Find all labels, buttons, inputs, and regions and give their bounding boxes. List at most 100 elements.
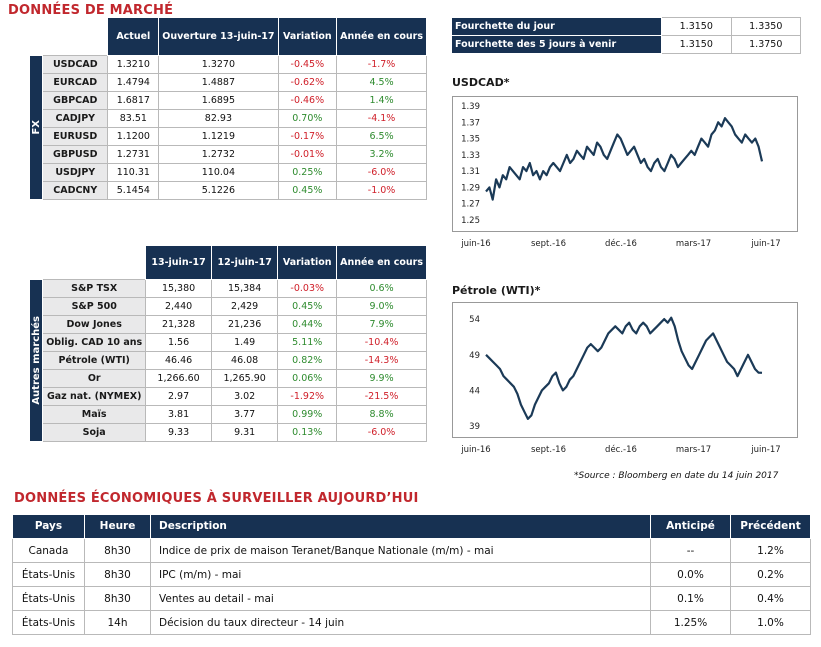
fx-actuel: 5.1454 — [107, 181, 160, 200]
eco-header-precedent: Précédent — [730, 514, 811, 539]
market-value-a: 3.81 — [145, 405, 212, 424]
fx-actuel: 1.3210 — [107, 55, 160, 74]
fx-actuel: 83.51 — [107, 109, 160, 128]
x-tick-label: juin-16 — [460, 239, 490, 248]
fx-variation: -0.17% — [277, 127, 338, 146]
market-value-a: 2,440 — [145, 297, 212, 316]
table-row: Canada 8h30 Indice de prix de maison Teran… — [12, 538, 811, 563]
fx-header-variation: Variation — [277, 17, 338, 56]
usdcad-chart: 1.39 1.37 1.35 1.33 1.31 1.29 1.27 1.25 juin-16 s… — [452, 96, 798, 248]
table-row: Fourchette du jour 1.3150 1.3350 — [451, 17, 801, 36]
market-value-b: 3.02 — [210, 387, 279, 406]
table-row: GBPCAD 1.6817 1.6895 -0.46% 1.4% — [30, 91, 427, 110]
table-row: Soja 9.33 9.31 0.13% -6.0% — [30, 423, 427, 442]
market-value-a: 9.33 — [145, 423, 212, 442]
markets-table: 13-juin-17 12-juin-17 Variation Année en… — [28, 245, 427, 442]
eco-heure: 8h30 — [84, 562, 151, 587]
table-row: GBPUSD 1.2731 1.2732 -0.01% 3.2% — [30, 145, 427, 164]
x-tick-label: juin-16 — [460, 445, 490, 454]
table-row: Dow Jones 21,328 21,236 0.44% 7.9% — [30, 315, 427, 334]
eco-precedent: 1.0% — [730, 610, 811, 635]
fx-annee: 1.4% — [336, 91, 427, 110]
eco-anticipe: -- — [650, 538, 731, 563]
y-tick-label: 1.27 — [461, 200, 480, 210]
eco-pays: Canada — [12, 538, 85, 563]
fx-pair: CADJPY — [42, 109, 109, 128]
wti-chart: 54 49 44 39 juin-16 sept.-16 déc.-16 mars-17 jui… — [452, 302, 798, 454]
y-tick-label: 1.35 — [461, 135, 480, 145]
mk-side-label: Autres marchés — [28, 279, 44, 442]
fx-pair: EURCAD — [42, 73, 109, 92]
fx-ouverture: 5.1226 — [158, 181, 279, 200]
eco-precedent: 0.2% — [730, 562, 811, 587]
y-tick-label: 1.39 — [461, 102, 480, 112]
fx-actuel: 1.4794 — [107, 73, 160, 92]
range-table: Fourchette du jour 1.3150 1.3350 Fourchette… — [451, 17, 801, 54]
y-tick-label: 1.37 — [461, 118, 480, 128]
wti-chart-title: Pétrole (WTI)* — [452, 284, 541, 297]
chart-frame — [452, 302, 798, 438]
eco-description: Indice de prix de maison Teranet/Banque … — [150, 538, 651, 563]
fx-ouverture: 1.1219 — [158, 127, 279, 146]
fx-variation: 0.25% — [277, 163, 338, 182]
market-name: Pétrole (WTI) — [42, 351, 147, 370]
y-tick-label: 1.25 — [461, 216, 480, 226]
eco-pays: États-Unis — [12, 586, 85, 611]
fx-pair: CADCNY — [42, 181, 109, 200]
market-annee: -14.3% — [336, 351, 427, 370]
fx-actuel: 110.31 — [107, 163, 160, 182]
fx-ouverture: 1.6895 — [158, 91, 279, 110]
eco-pays: États-Unis — [12, 610, 85, 635]
range-low: 1.3150 — [661, 17, 732, 36]
market-value-b: 46.08 — [210, 351, 279, 370]
eco-description: Décision du taux directeur - 14 juin — [150, 610, 651, 635]
mk-header-variation: Variation — [277, 245, 338, 280]
eco-precedent: 0.4% — [730, 586, 811, 611]
table-row: États-Unis 8h30 IPC (m/m) - mai 0.0% 0.2% — [12, 562, 811, 587]
market-annee: 7.9% — [336, 315, 427, 334]
market-value-a: 1.56 — [145, 333, 212, 352]
fx-variation: 0.45% — [277, 181, 338, 200]
y-tick-label: 44 — [469, 386, 480, 396]
market-variation: 0.13% — [277, 423, 338, 442]
fx-pair: GBPUSD — [42, 145, 109, 164]
table-row: S&P 500 2,440 2,429 0.45% 9.0% — [30, 297, 427, 316]
y-tick-label: 1.29 — [461, 183, 480, 193]
table-row: Fourchette des 5 jours à venir 1.3150 1.37… — [451, 35, 801, 54]
mk-header-date1: 13-juin-17 — [145, 245, 212, 280]
market-variation: 0.45% — [277, 297, 338, 316]
eco-header-heure: Heure — [84, 514, 151, 539]
eco-description: IPC (m/m) - mai — [150, 562, 651, 587]
market-annee: -21.5% — [336, 387, 427, 406]
y-tick-label: 1.31 — [461, 167, 480, 177]
eco-heure: 14h — [84, 610, 151, 635]
y-tick-label: 39 — [469, 422, 480, 432]
market-variation: 0.06% — [277, 369, 338, 388]
y-tick-label: 54 — [469, 315, 480, 325]
fx-table: Actuel Ouverture 13-juin-17 Variation An… — [28, 17, 427, 200]
range-low: 1.3150 — [661, 35, 732, 54]
eco-pays: États-Unis — [12, 562, 85, 587]
table-row: FX USDCAD 1.3210 1.3270 -0.45% -1.7% — [28, 55, 427, 200]
fx-actuel: 1.2731 — [107, 145, 160, 164]
fx-header-annee: Année en cours — [336, 17, 427, 56]
eco-title: DONNÉES ÉCONOMIQUES À SURVEILLER AUJOURD… — [14, 491, 419, 506]
eco-anticipe: 0.0% — [650, 562, 731, 587]
y-tick-label: 49 — [469, 351, 480, 361]
table-row: Oblig. CAD 10 ans 1.56 1.49 5.11% -10.4% — [30, 333, 427, 352]
table-row: EURCAD 1.4794 1.4887 -0.62% 4.5% — [30, 73, 427, 92]
market-annee: 8.8% — [336, 405, 427, 424]
source-note: *Source : Bloomberg en date du 14 juin 2… — [574, 471, 779, 481]
table-row: États-Unis 14h Décision du taux directeur … — [12, 610, 811, 635]
fx-variation: -0.46% — [277, 91, 338, 110]
market-annee: -10.4% — [336, 333, 427, 352]
fx-variation: -0.62% — [277, 73, 338, 92]
market-annee: -6.0% — [336, 423, 427, 442]
x-tick-label: sept.-16 — [531, 445, 566, 454]
y-tick-label: 1.33 — [461, 151, 480, 161]
market-variation: 0.99% — [277, 405, 338, 424]
fx-annee: 4.5% — [336, 73, 427, 92]
market-variation: 5.11% — [277, 333, 338, 352]
fx-annee: -4.1% — [336, 109, 427, 128]
x-tick-label: mars-17 — [676, 239, 711, 248]
